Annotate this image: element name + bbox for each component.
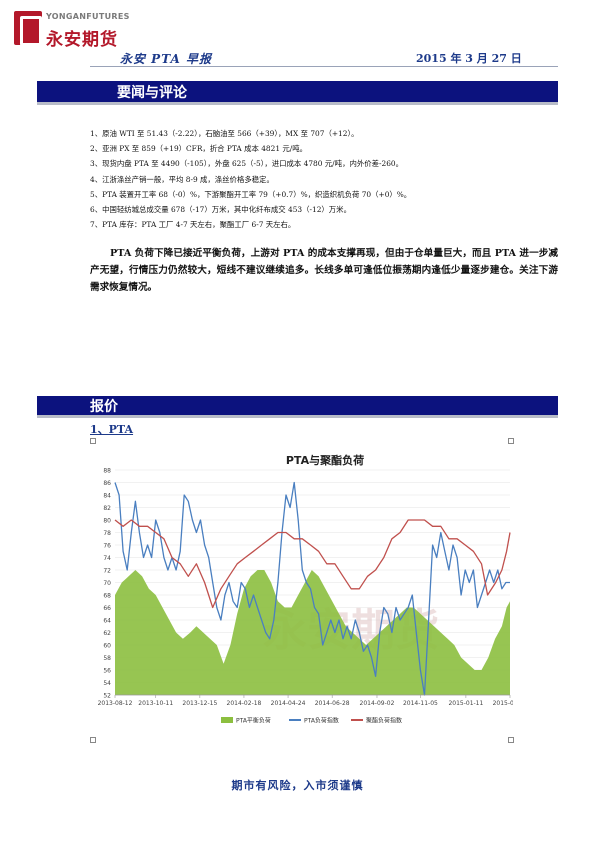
chart-line-layer [114, 481, 511, 696]
section-header-quotes: 报价 [37, 396, 558, 418]
x-tick-label: 2013-10-11 [138, 700, 173, 707]
market-commentary: PTA 负荷下降已接近平衡负荷，上游对 PTA 的成本支撑再现，但由于仓单量巨大… [90, 248, 558, 293]
y-tick-label: 78 [103, 530, 111, 537]
y-tick-label: 86 [103, 480, 111, 487]
legend-label: 聚酯负荷指数 [366, 717, 402, 725]
y-tick-label: 64 [103, 618, 111, 625]
y-tick-label: 70 [103, 580, 111, 587]
y-tick-label: 54 [103, 680, 111, 687]
x-tick-label: 2014-02-18 [227, 700, 262, 707]
series-line-polyester-load [114, 519, 511, 609]
y-tick-label: 76 [103, 543, 111, 550]
legend-swatch [221, 717, 233, 723]
news-item: 5、PTA 装置开工率 68（-0）%，下游聚酯开工率 79（+0.7）%，织造… [90, 189, 412, 199]
news-item: 6、中国轻纺城总成交量 678（-17）万米，其中化纤布成交 453（-12）万… [90, 205, 351, 215]
y-tick-label: 58 [103, 655, 111, 662]
news-list: 1、原油 WTI 至 51.43（-2.22），石脑油至 566（+39），MX… [90, 126, 411, 232]
legend-label: PTA负荷指数 [304, 717, 339, 725]
y-tick-label: 72 [103, 568, 111, 575]
news-item: 7、PTA 库存：PTA 工厂 4-7 天左右，聚酯工厂 6-7 天左右。 [90, 220, 296, 230]
chart-legend: PTA平衡负荷 PTA负荷指数 聚酯负荷指数 [221, 717, 402, 725]
chart-area-layer [115, 570, 510, 695]
section-title-news: 要闻与评论 [117, 85, 187, 101]
chart-y-axis: 52 54 56 58 60 62 64 66 68 70 72 74 76 78 80 82 84 86 88 [103, 468, 111, 700]
chart-frame-corner [508, 438, 514, 444]
x-tick-label: 2014-11-05 [403, 700, 438, 707]
x-tick-label: 2015-03-17 [493, 700, 513, 707]
logo-chinese-name: 永安期货 [46, 30, 118, 50]
section-title-quotes: 报价 [90, 399, 118, 415]
pta-polyester-load-chart: PTA与聚酯负荷 永安期货 52545658606264666870727476… [98, 453, 513, 725]
header-divider [90, 66, 558, 67]
logo-english-name: YONGANFUTURES [46, 12, 130, 21]
y-tick-label: 84 [103, 493, 111, 500]
legend-label: PTA平衡负荷 [236, 717, 271, 725]
x-tick-label: 2015-01-11 [448, 700, 483, 707]
x-tick-label: 2014-09-02 [360, 700, 395, 707]
news-item: 3、现货内盘 PTA 至 4490（-105），外盘 625（-5），进口成本 … [90, 159, 404, 169]
y-tick-label: 66 [103, 605, 111, 612]
y-tick-label: 88 [103, 468, 111, 475]
y-tick-label: 68 [103, 593, 111, 600]
chart-title: PTA与聚酯负荷 [286, 453, 364, 467]
y-tick-label: 74 [103, 555, 111, 562]
chart-frame-corner [90, 737, 96, 743]
news-item: 2、亚洲 PX 至 859（+19）CFR，折合 PTA 成本 4821 元/吨… [90, 144, 308, 154]
y-tick-label: 62 [103, 630, 111, 637]
y-tick-label: 56 [103, 668, 111, 675]
report-title: 永安 PTA 早报 [120, 52, 212, 66]
report-date: 2015 年 3 月 27 日 [416, 52, 522, 65]
series-line-pta-load [114, 481, 510, 696]
yongan-logo-icon [14, 11, 42, 46]
chart-frame-corner [90, 438, 96, 444]
y-tick-label: 82 [103, 505, 111, 512]
chart-frame-corner [508, 737, 514, 743]
subsection-title-pta: 1、PTA [90, 423, 134, 436]
y-tick-label: 52 [103, 693, 111, 700]
news-item: 4、江浙涤丝产销一般，平均 8-9 成，涤丝价格多稳定。 [90, 174, 274, 184]
series-area-pta-balance-load [115, 570, 510, 695]
y-tick-label: 60 [103, 643, 111, 650]
x-tick-label: 2014-06-28 [315, 700, 350, 707]
x-tick-label: 2014-04-24 [271, 700, 306, 707]
section-header-news: 要闻与评论 [37, 81, 558, 105]
news-item: 1、原油 WTI 至 51.43（-2.22），石脑油至 566（+39），MX… [90, 129, 359, 138]
risk-disclaimer: 期市有风险，入市须谨慎 [231, 779, 364, 792]
chart-x-axis: 2013-08-12 2013-10-11 2013-12-15 2014-02-18… [98, 694, 513, 707]
y-tick-label: 80 [103, 518, 111, 525]
x-tick-label: 2013-12-15 [182, 700, 217, 707]
x-tick-label: 2013-08-12 [98, 700, 133, 707]
company-logo: YONGANFUTURES 永安期货 [14, 8, 129, 50]
